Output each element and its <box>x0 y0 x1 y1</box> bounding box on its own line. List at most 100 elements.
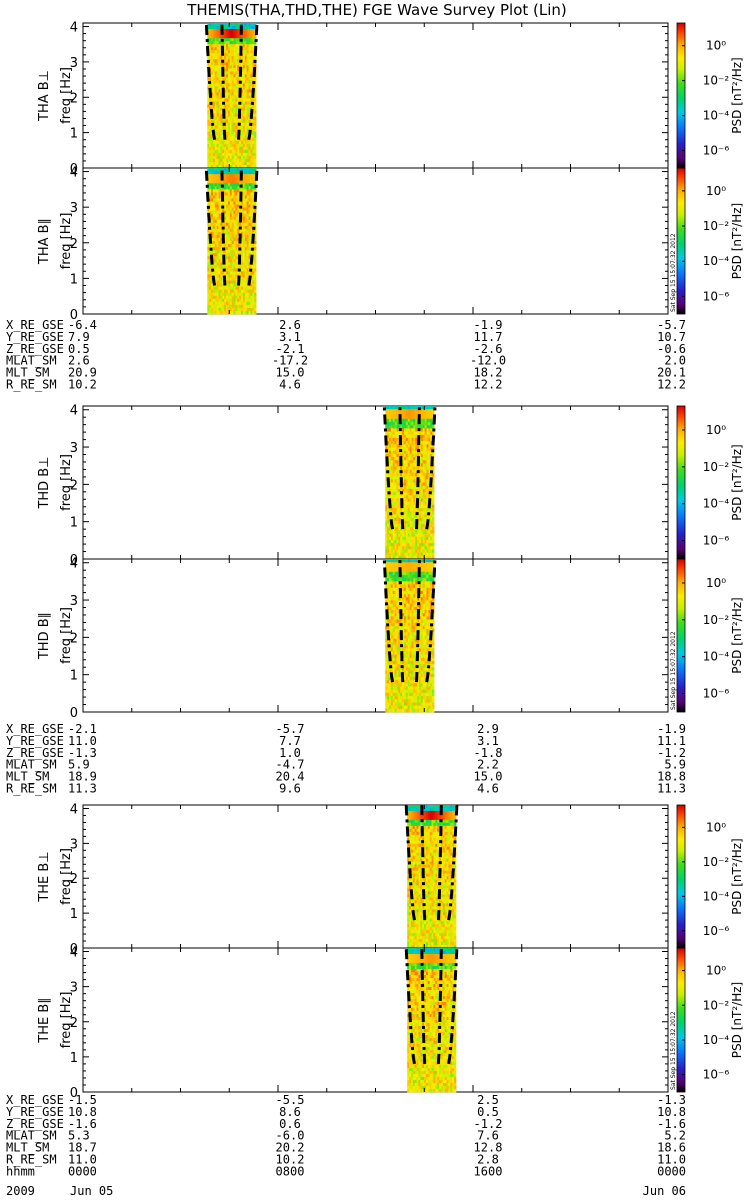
ephemeris-value: 18.8 <box>657 770 686 784</box>
colorbar-tick-label: 10⁻⁴ <box>703 497 730 511</box>
ephemeris-value: -4.7 <box>276 758 305 772</box>
freq-tick-label: 0 <box>70 308 78 323</box>
ephemeris-value: 11.7 <box>474 330 503 344</box>
ephemeris-row-name: hhmm <box>6 1164 35 1178</box>
colorbar-label: PSD [nT²/Hz] <box>730 597 744 673</box>
colorbar-tick-label: 10⁻⁶ <box>703 1068 730 1082</box>
ephemeris-row-name: X_RE_GSE <box>6 1093 64 1107</box>
freq-tick-label: 2 <box>70 872 78 887</box>
ephemeris-value: -1.3 <box>657 1093 686 1107</box>
colorbar-tick-label: 10⁻⁴ <box>703 889 730 903</box>
ephemeris-value: 3.1 <box>279 330 301 344</box>
ephemeris-value: 0000 <box>68 1164 97 1178</box>
colorbar-tick-label: 10⁻⁴ <box>703 650 730 664</box>
ephemeris-value: 1.0 <box>279 746 301 760</box>
spectrogram-cells <box>385 559 435 713</box>
ephemeris-value: 2.0 <box>664 354 686 368</box>
ephemeris-value: 4.6 <box>279 378 301 392</box>
ephemeris-value: 11.3 <box>657 782 686 796</box>
colorbar-label: PSD [nT²/Hz] <box>730 57 744 133</box>
ephemeris-value: 12.8 <box>474 1141 503 1155</box>
colorbar-tick-label: 10⁻⁶ <box>703 289 730 303</box>
ephemeris-value: -2.6 <box>474 342 503 356</box>
ephemeris-row-name: MLT_SM <box>6 770 49 784</box>
freq-tick-label: 3 <box>70 201 78 216</box>
ephemeris-block: X_RE_GSE -2.1 -5.7 2.9 -1.9 Y_RE_GSE 11.0 7.7 3.… <box>6 722 686 796</box>
freq-tick-label: 1 <box>70 272 78 287</box>
plot-frame <box>82 947 669 1093</box>
freq-tick-label: 3 <box>70 594 78 609</box>
colorbar-label: PSD [nT²/Hz] <box>730 203 744 279</box>
freq-tick-label: 1 <box>70 907 78 922</box>
gyrofrequency-line <box>247 22 259 140</box>
ephemeris-value: 0000 <box>657 1164 686 1178</box>
plot-frame <box>82 167 669 315</box>
freq-axis-label: freq [Hz] <box>59 607 74 664</box>
ephemeris-row-name: Z_RE_GSE <box>6 342 64 356</box>
plot-frame <box>82 558 669 713</box>
colorbar-tick-label: 10⁰ <box>706 184 726 198</box>
probe-label: THA B∥ <box>37 218 52 265</box>
ephemeris-value: 20.2 <box>276 1141 305 1155</box>
ephemeris-value: 11.0 <box>68 1153 97 1167</box>
ephemeris-value: 10.8 <box>657 1105 686 1119</box>
ephemeris-value: 7.6 <box>477 1129 499 1143</box>
ephemeris-row-name: Y_RE_GSE <box>6 330 64 344</box>
probe-label: THA B⊥ <box>37 70 52 122</box>
ephemeris-value: 11.3 <box>68 782 97 796</box>
ephemeris-value: 7.7 <box>279 734 301 748</box>
freq-axis-label: freq [Hz] <box>59 67 74 124</box>
ephemeris-value: -1.2 <box>657 746 686 760</box>
ephemeris-value: 2.8 <box>477 1153 499 1167</box>
ephemeris-value: 20.9 <box>68 366 97 380</box>
freq-tick-label: 1 <box>70 127 78 142</box>
plot-frame <box>82 804 669 949</box>
colorbar-tick-label: 10⁻⁶ <box>703 534 730 548</box>
generation-stamp: Sat Sep 15 15:07:32 2012 <box>670 631 677 710</box>
freq-tick-label: 1 <box>70 1051 78 1066</box>
spectrogram-cells <box>407 805 457 949</box>
colorbar-tick-label: 10⁻² <box>703 855 730 869</box>
freq-tick-label: 4 <box>70 166 78 181</box>
ephemeris-value: -1.6 <box>68 1117 97 1131</box>
ephemeris-value: 12.2 <box>474 378 503 392</box>
freq-tick-label: 0 <box>70 942 78 957</box>
colorbar-label: PSD [nT²/Hz] <box>730 444 744 520</box>
freq-axis-label: freq [Hz] <box>59 848 74 905</box>
freq-tick-label: 4 <box>70 557 78 572</box>
ephemeris-value: 20.1 <box>657 366 686 380</box>
ephemeris-row-name: R_RE_SM <box>6 378 57 392</box>
ephemeris-value: 20.4 <box>276 770 305 784</box>
generation-stamp: Sat Sep 15 15:07:32 2012 <box>670 233 677 312</box>
ephemeris-value: -0.6 <box>657 342 686 356</box>
ephemeris-value: 10.8 <box>68 1105 97 1119</box>
ephemeris-value: 5.9 <box>68 758 90 772</box>
ephemeris-block: X_RE_GSE -6.4 2.6 -1.9 -5.7 Y_RE_GSE 7.9 3.1 11.… <box>6 318 686 392</box>
ephemeris-value: -1.3 <box>68 746 97 760</box>
freq-tick-label: 4 <box>70 404 78 419</box>
plot-frame <box>82 22 669 169</box>
ephemeris-value: -1.5 <box>68 1093 97 1107</box>
colorbar-tick-label: 10⁻⁴ <box>703 254 730 268</box>
ephemeris-value: 18.2 <box>474 366 503 380</box>
gyrofrequency-line <box>404 947 416 1065</box>
gyrofrequency-line <box>247 167 259 286</box>
probe-label: THE B⊥ <box>37 851 52 902</box>
colorbar-tick-label: 10⁻⁶ <box>703 924 730 938</box>
ephemeris-value: -6.4 <box>68 318 97 332</box>
ephemeris-value: -5.5 <box>276 1093 305 1107</box>
ephemeris-value: 8.6 <box>279 1105 301 1119</box>
ephemeris-value: 7.9 <box>68 330 90 344</box>
ephemeris-value: 5.2 <box>664 1129 686 1143</box>
freq-tick-label: 0 <box>70 1086 78 1101</box>
ephemeris-value: -1.9 <box>474 318 503 332</box>
spectrogram-cells <box>407 948 457 1093</box>
ephemeris-value: -1.2 <box>474 1117 503 1131</box>
